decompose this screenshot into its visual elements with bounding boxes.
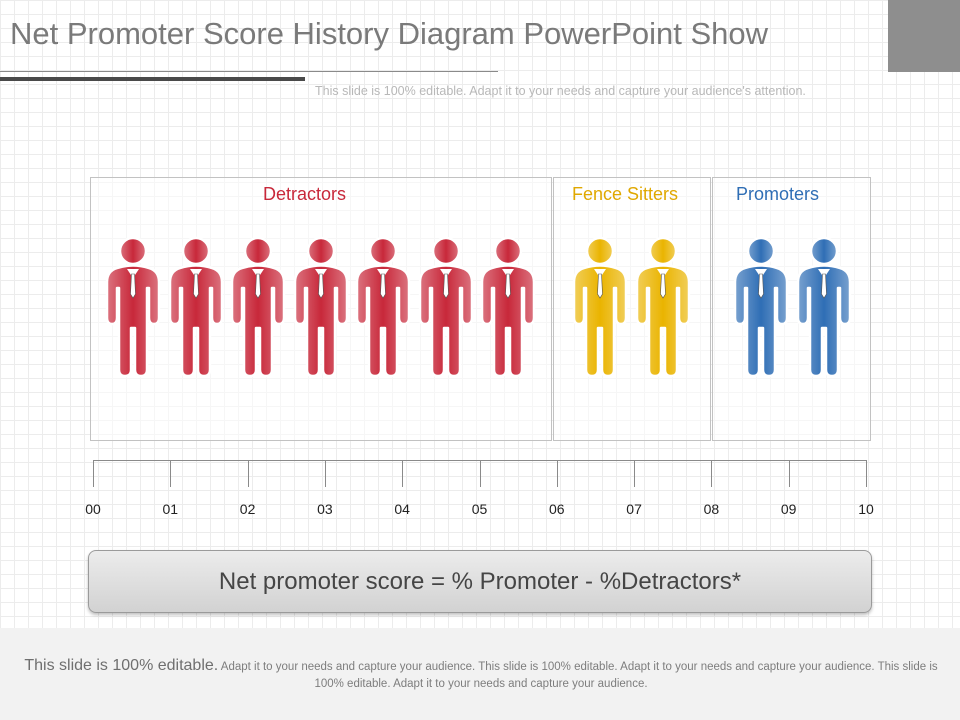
slide-title: Net Promoter Score History Diagram Power… [10, 16, 769, 51]
promoters-label: Promoters [736, 184, 820, 204]
scale-tick-label: 03 [317, 501, 333, 517]
detractor-figure [103, 236, 163, 378]
scale-tick-label: 09 [780, 501, 797, 517]
detractor-figure [416, 236, 476, 378]
fence-sitter-figure [570, 236, 630, 378]
scale-tick-label: 08 [703, 501, 720, 517]
scale-tick-label: 04 [394, 501, 410, 517]
scale-tick [93, 460, 94, 487]
detractor-figure [353, 236, 413, 378]
scale-tick [556, 460, 558, 487]
person-icon [572, 236, 628, 378]
person-icon [796, 236, 851, 378]
scale-tick [866, 460, 867, 487]
promoter-figure [731, 236, 791, 378]
scale-tick-label: 01 [162, 501, 179, 517]
scale-tick [634, 460, 636, 487]
title-underline-thin [0, 71, 498, 72]
detractors-label: Detractors [263, 184, 347, 204]
person-icon [418, 236, 473, 378]
detractor-figure [228, 236, 288, 378]
person-icon [480, 236, 536, 378]
person-icon [293, 236, 348, 378]
person-icon [105, 236, 161, 378]
person-icon [230, 236, 286, 378]
scale-tick [711, 460, 713, 487]
footer-lead: This slide is 100% editable. [24, 657, 219, 674]
scale-tick-label: 02 [239, 501, 256, 517]
fence-sitter-figure [633, 236, 693, 378]
scale-tick [324, 460, 326, 487]
footer-body: Adapt it to your needs and capture your … [218, 661, 938, 690]
person-icon [355, 236, 411, 378]
detractor-figure [478, 236, 538, 378]
fence-sitters-label: Fence Sitters [572, 184, 679, 204]
person-icon [635, 236, 690, 378]
scale-tick-label: 07 [626, 501, 642, 517]
person-icon [733, 236, 789, 378]
person-icon [168, 236, 223, 378]
slide-subtitle: This slide is 100% editable. Adapt it to… [315, 84, 806, 98]
corner-accent-block [888, 0, 960, 72]
scale-tick-label: 10 [858, 501, 874, 517]
title-underline-thick [0, 77, 305, 81]
scale-tick-label: 05 [471, 501, 488, 517]
scale-tick [402, 460, 404, 487]
detractor-figure [291, 236, 351, 378]
scale-tick [479, 460, 481, 487]
scale-tick [170, 460, 172, 487]
scale-tick [247, 460, 249, 487]
footer-band [0, 628, 960, 720]
detractor-figure [166, 236, 226, 378]
scale-tick-label: 00 [85, 501, 101, 517]
footer-text: This slide is 100% editable. Adapt it to… [20, 657, 942, 693]
promoter-figure [794, 236, 854, 378]
scale-tick-label: 06 [549, 501, 565, 517]
scale-tick [788, 460, 790, 487]
nps-formula-box: Net promoter score = % Promoter - %Detra… [88, 550, 872, 613]
